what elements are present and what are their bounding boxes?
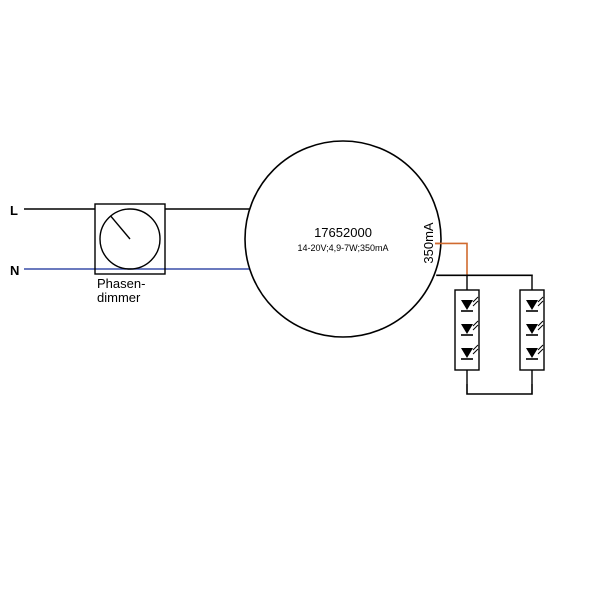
wiring-diagram: L N Phasen-dimmer 17652000 14-20V;4,9-7W;350… — [0, 0, 600, 600]
dimmer-label-1: Phasen- — [97, 276, 145, 291]
wire-series-link — [467, 384, 532, 394]
driver-spec: 14-20V;4,9-7W;350mA — [297, 243, 388, 253]
label-N: N — [10, 263, 19, 278]
label-L: L — [10, 203, 18, 218]
led-module — [520, 276, 544, 384]
dimmer-label-2: dimmer — [97, 290, 141, 305]
driver-partnum: 17652000 — [314, 225, 372, 240]
led-module — [455, 276, 479, 384]
driver-output-label: 350mA — [421, 222, 436, 264]
wire-out-neg — [436, 275, 532, 276]
